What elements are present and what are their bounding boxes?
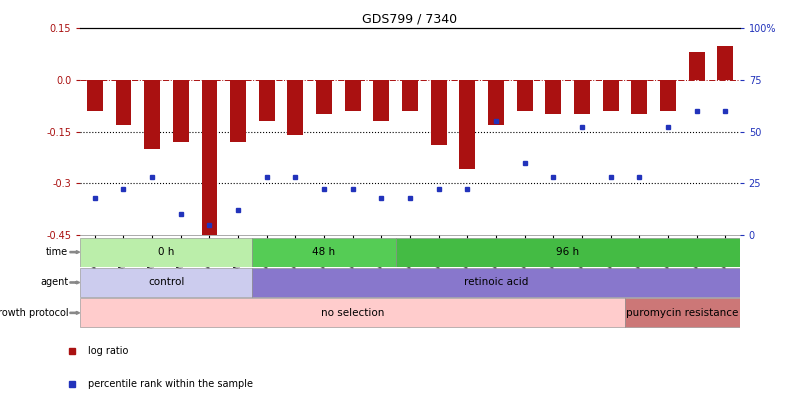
Text: 0 h: 0 h (158, 247, 174, 257)
Bar (544, 80, 560, 115)
Bar (395, 237, 739, 267)
Text: puromycin resistance: puromycin resistance (626, 308, 738, 318)
Text: retinoic acid: retinoic acid (463, 277, 528, 288)
Bar (252, 237, 395, 267)
Bar (80, 268, 252, 297)
Bar (373, 80, 389, 122)
Bar (144, 80, 160, 149)
Bar (573, 80, 589, 115)
Bar (80, 298, 624, 327)
Bar (602, 80, 618, 111)
Title: GDS799 / 7340: GDS799 / 7340 (362, 13, 457, 26)
Bar (688, 52, 703, 80)
Bar (630, 80, 646, 115)
Bar (516, 80, 532, 111)
Text: control: control (148, 277, 185, 288)
Text: agent: agent (40, 277, 68, 288)
Bar (202, 80, 217, 238)
Bar (430, 80, 446, 145)
Text: time: time (46, 247, 68, 257)
Text: no selection: no selection (320, 308, 384, 318)
Bar (624, 298, 739, 327)
Bar (116, 80, 131, 125)
Text: 48 h: 48 h (312, 247, 335, 257)
Text: percentile rank within the sample: percentile rank within the sample (88, 379, 253, 389)
Bar (316, 80, 332, 115)
Text: growth protocol: growth protocol (0, 308, 68, 318)
Bar (287, 80, 303, 135)
Bar (402, 80, 418, 111)
Bar (487, 80, 503, 125)
Bar (344, 80, 360, 111)
Bar (716, 46, 732, 80)
Bar (80, 237, 252, 267)
Bar (173, 80, 189, 142)
Bar (87, 80, 103, 111)
Bar (252, 268, 739, 297)
Bar (259, 80, 275, 122)
Bar (230, 80, 246, 142)
Text: 96 h: 96 h (556, 247, 578, 257)
Bar (459, 80, 475, 169)
Text: log ratio: log ratio (88, 346, 128, 356)
Bar (659, 80, 675, 111)
